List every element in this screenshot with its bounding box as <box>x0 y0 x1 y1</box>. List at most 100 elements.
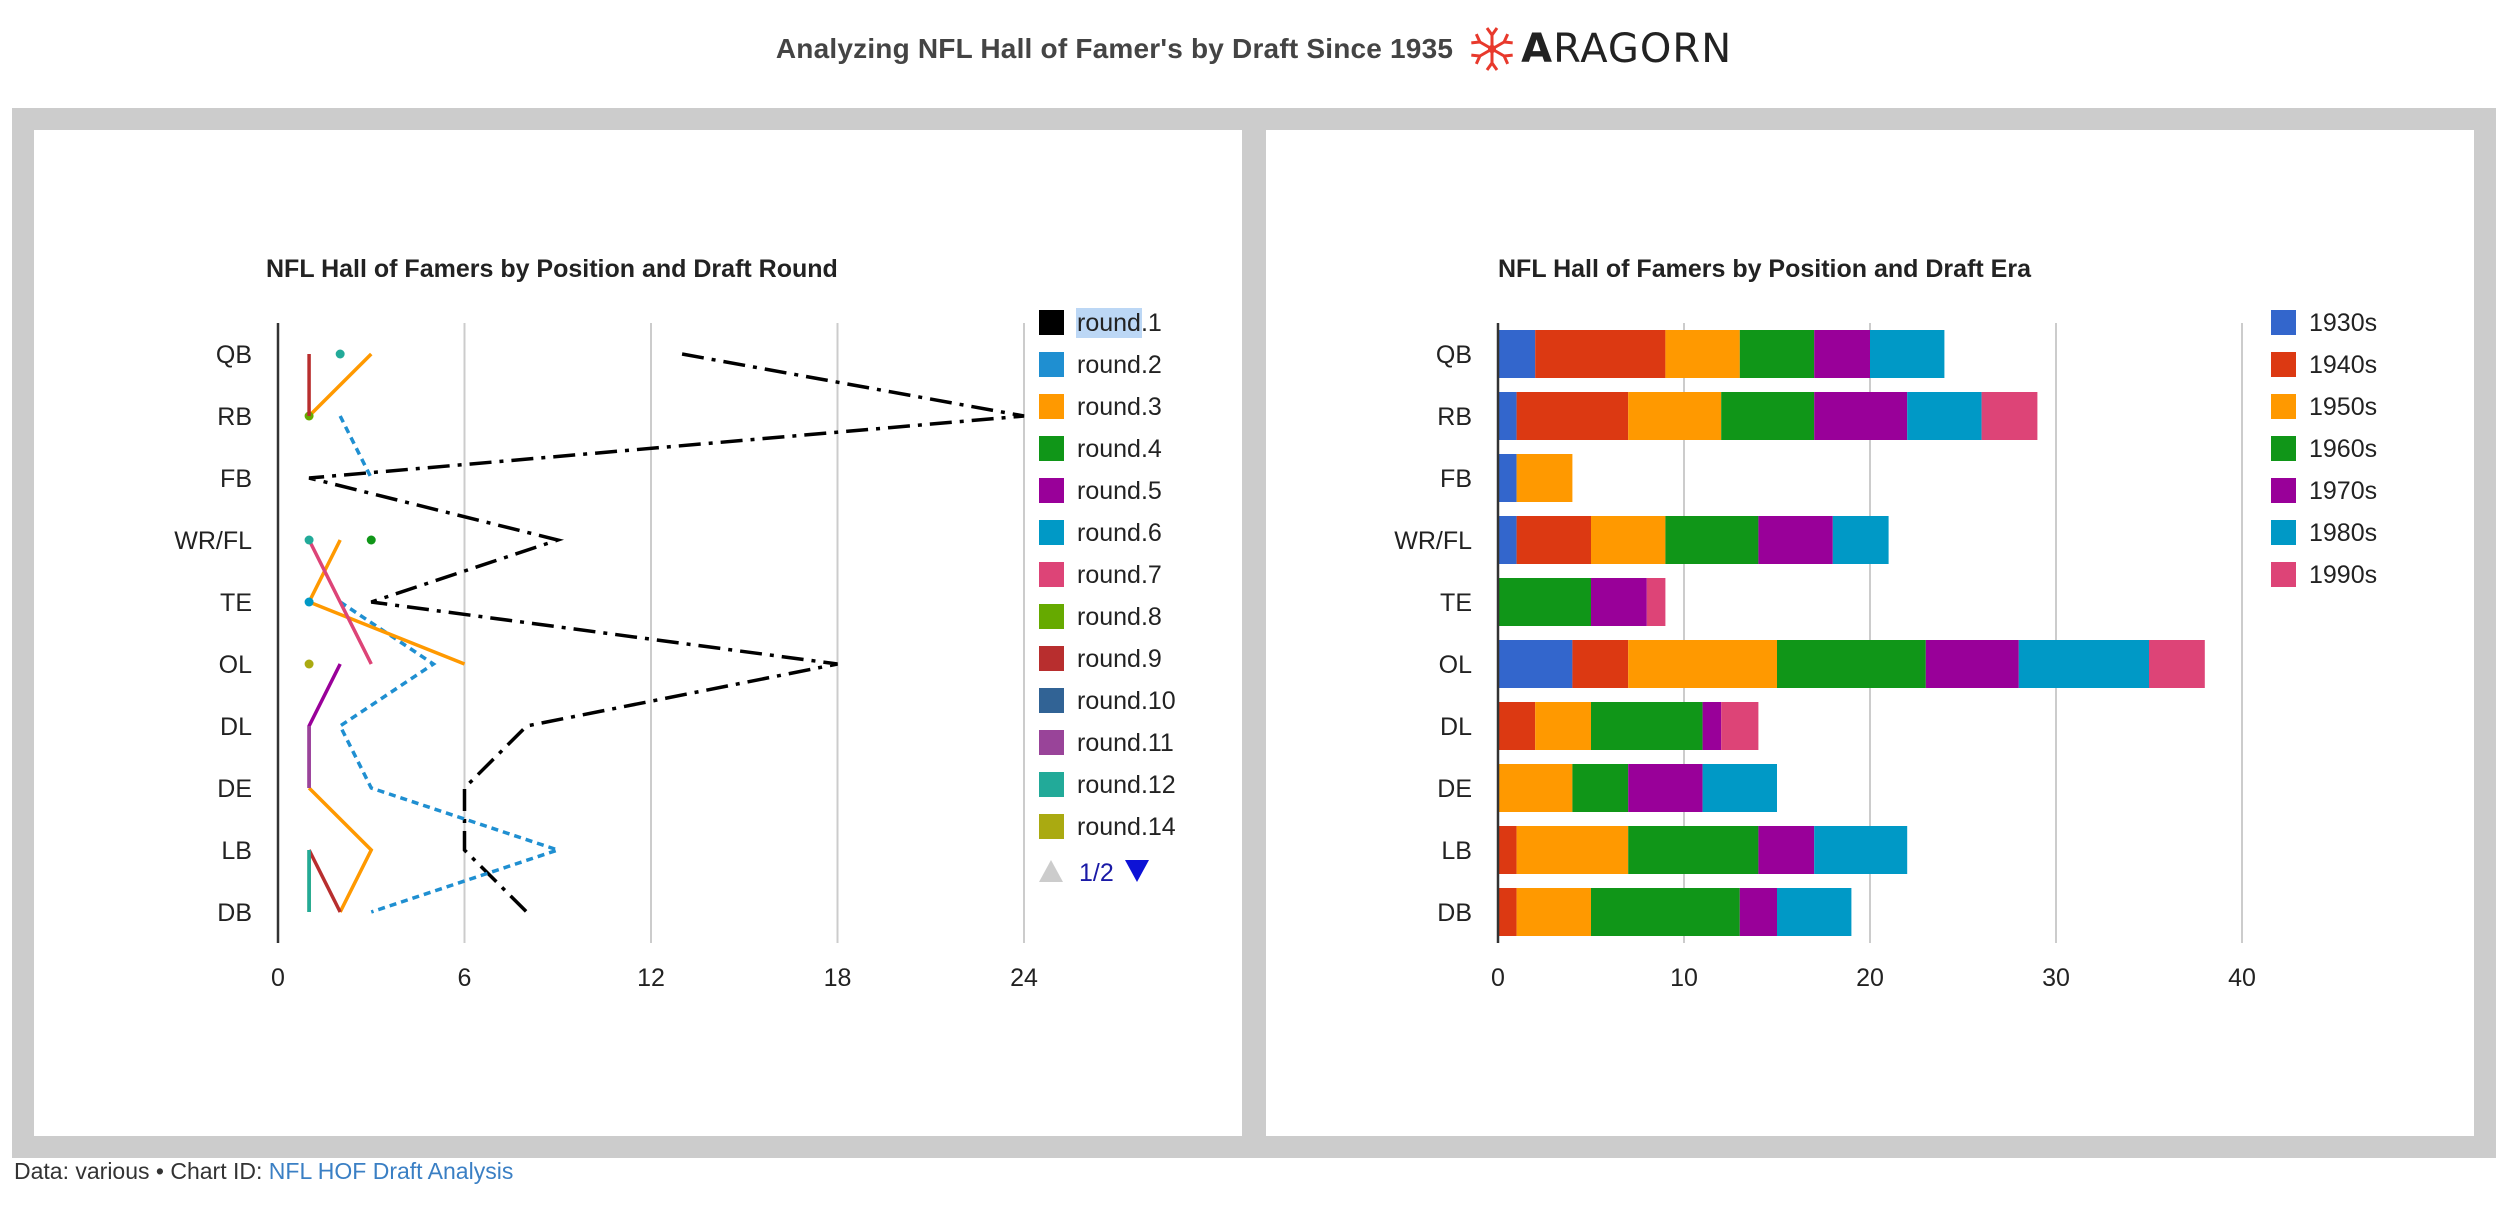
gridlines <box>463 323 1025 943</box>
legend-label: round.5 <box>1077 477 1162 505</box>
bar-segment <box>1777 640 1926 688</box>
bar-segment <box>1739 888 1777 936</box>
bar-segment <box>1591 516 1666 564</box>
legend-swatch <box>1039 352 1064 377</box>
bar-segment <box>2149 640 2205 688</box>
legend-label: round.7 <box>1077 561 1162 589</box>
legend-prev-page-icon[interactable] <box>1039 860 1063 882</box>
bar-segment <box>1925 640 2019 688</box>
legend-item[interactable]: 1960s <box>2271 435 2377 463</box>
legend-swatch <box>1039 394 1064 419</box>
series-line <box>337 600 564 914</box>
series-round-2 <box>337 415 564 914</box>
legend-label: 1980s <box>2309 519 2377 547</box>
chart-panel-draft-era: NFL Hall of Famers by Position and Draft… <box>1266 130 2474 1136</box>
series-round-1 <box>308 352 1025 914</box>
bar-segment <box>1628 392 1722 440</box>
legend-item[interactable]: round.4 <box>1039 435 1162 463</box>
legend-item[interactable]: 1990s <box>2271 561 2377 589</box>
legend-swatch <box>2271 520 2296 545</box>
legend-label: round.2 <box>1077 351 1162 379</box>
y-tick-label: DE <box>1437 775 1472 803</box>
legend-item[interactable]: round.10 <box>1039 687 1176 715</box>
aragorn-logo[interactable]: ARAGORN <box>1467 14 1732 84</box>
legend: 1930s 1940s 1950s 1960s 1970s 1980s 1990s <box>2271 309 2377 589</box>
legend-item[interactable]: round.11 <box>1039 729 1174 757</box>
y-tick-label: RB <box>1437 403 1472 431</box>
legend-swatch <box>2271 394 2296 419</box>
legend-item[interactable]: round.5 <box>1039 477 1162 505</box>
bar-segment <box>1721 392 1815 440</box>
series-line <box>307 786 374 913</box>
series-round-9 <box>307 354 342 913</box>
legend-label: round.12 <box>1077 771 1176 799</box>
legend-label: round.11 <box>1077 729 1174 757</box>
line-chart-draft-round: NFL Hall of Famers by Position and Draft… <box>174 255 1176 992</box>
legend-swatch <box>1039 814 1064 839</box>
bar-segment <box>1572 640 1629 688</box>
y-tick-label: FB <box>220 465 252 493</box>
legend-next-page-icon[interactable] <box>1125 860 1149 882</box>
bar-segment <box>1721 702 1759 750</box>
bar-segment <box>1516 454 1573 502</box>
bar-segment <box>1498 826 1517 874</box>
bar-segment <box>1591 578 1647 626</box>
bar-segment <box>1498 392 1517 440</box>
bar-segment <box>1777 888 1852 936</box>
x-tick-label: 40 <box>2228 964 2256 992</box>
legend-item[interactable]: 1980s <box>2271 519 2377 547</box>
bar-segment <box>1591 888 1740 936</box>
x-tick-label: 6 <box>458 964 472 992</box>
dashboard-frame: NFL Hall of Famers by Position and Draft… <box>12 108 2496 1158</box>
bar-segment <box>1628 826 1759 874</box>
legend-label: 1930s <box>2309 309 2377 337</box>
data-point <box>366 535 376 545</box>
x-tick-label: 0 <box>271 964 285 992</box>
legend-swatch <box>1039 520 1064 545</box>
legend-item[interactable]: round.9 <box>1039 645 1162 673</box>
legend-item[interactable]: round.8 <box>1039 603 1162 631</box>
series-round-5 <box>307 663 342 788</box>
legend-label: round.14 <box>1077 813 1176 841</box>
legend-item[interactable]: 1950s <box>2271 393 2377 421</box>
legend-label: round.1 <box>1077 309 1162 337</box>
legend-item[interactable]: round.6 <box>1039 519 1162 547</box>
y-tick-label: DL <box>1440 713 1472 741</box>
legend-item[interactable]: round.14 <box>1039 813 1176 841</box>
legend-item[interactable]: round.3 <box>1039 393 1162 421</box>
bar-segment <box>1665 330 1740 378</box>
y-tick-label: OL <box>219 651 252 679</box>
legend-item[interactable]: 1930s <box>2271 309 2377 337</box>
legend-label: round.6 <box>1077 519 1162 547</box>
bar-segment <box>1535 702 1591 750</box>
footer-chart-id-label: Chart ID: <box>170 1158 263 1184</box>
chart-id-link[interactable]: NFL HOF Draft Analysis <box>268 1158 514 1184</box>
bar-segment <box>1516 516 1591 564</box>
bar-segment <box>1758 826 1815 874</box>
y-tick-label: LB <box>1441 837 1472 865</box>
legend-item[interactable]: 1970s <box>2271 477 2377 505</box>
legend-item[interactable]: 1940s <box>2271 351 2377 379</box>
legend-item[interactable]: round.1 <box>1039 308 1162 338</box>
bar-segment <box>1535 330 1666 378</box>
bar-segment <box>1591 702 1703 750</box>
x-tick-label: 24 <box>1010 964 1038 992</box>
header: Analyzing NFL Hall of Famer's by Draft S… <box>0 14 2508 84</box>
bar-segment <box>1981 392 2038 440</box>
y-tick-label: WR/FL <box>1394 527 1472 555</box>
bar-segment <box>1498 640 1573 688</box>
y-tick-label: DB <box>1437 899 1472 927</box>
legend-item[interactable]: round.2 <box>1039 351 1162 379</box>
legend-swatch <box>1039 604 1064 629</box>
legend-item[interactable]: round.12 <box>1039 771 1176 799</box>
legend-swatch <box>2271 352 2296 377</box>
legend-swatch <box>1039 562 1064 587</box>
bar-segment <box>1870 330 1945 378</box>
bar-segment <box>1516 392 1629 440</box>
legend-label: 1970s <box>2309 477 2377 505</box>
series-line <box>308 352 1025 914</box>
page-title: Analyzing NFL Hall of Famer's by Draft S… <box>775 33 1454 64</box>
y-tick-label: TE <box>1440 589 1472 617</box>
legend-label: 1990s <box>2309 561 2377 589</box>
legend-item[interactable]: round.7 <box>1039 561 1162 589</box>
